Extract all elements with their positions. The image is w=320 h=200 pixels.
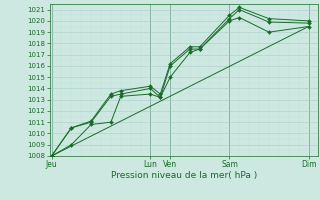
X-axis label: Pression niveau de la mer( hPa ): Pression niveau de la mer( hPa ) [111, 171, 257, 180]
